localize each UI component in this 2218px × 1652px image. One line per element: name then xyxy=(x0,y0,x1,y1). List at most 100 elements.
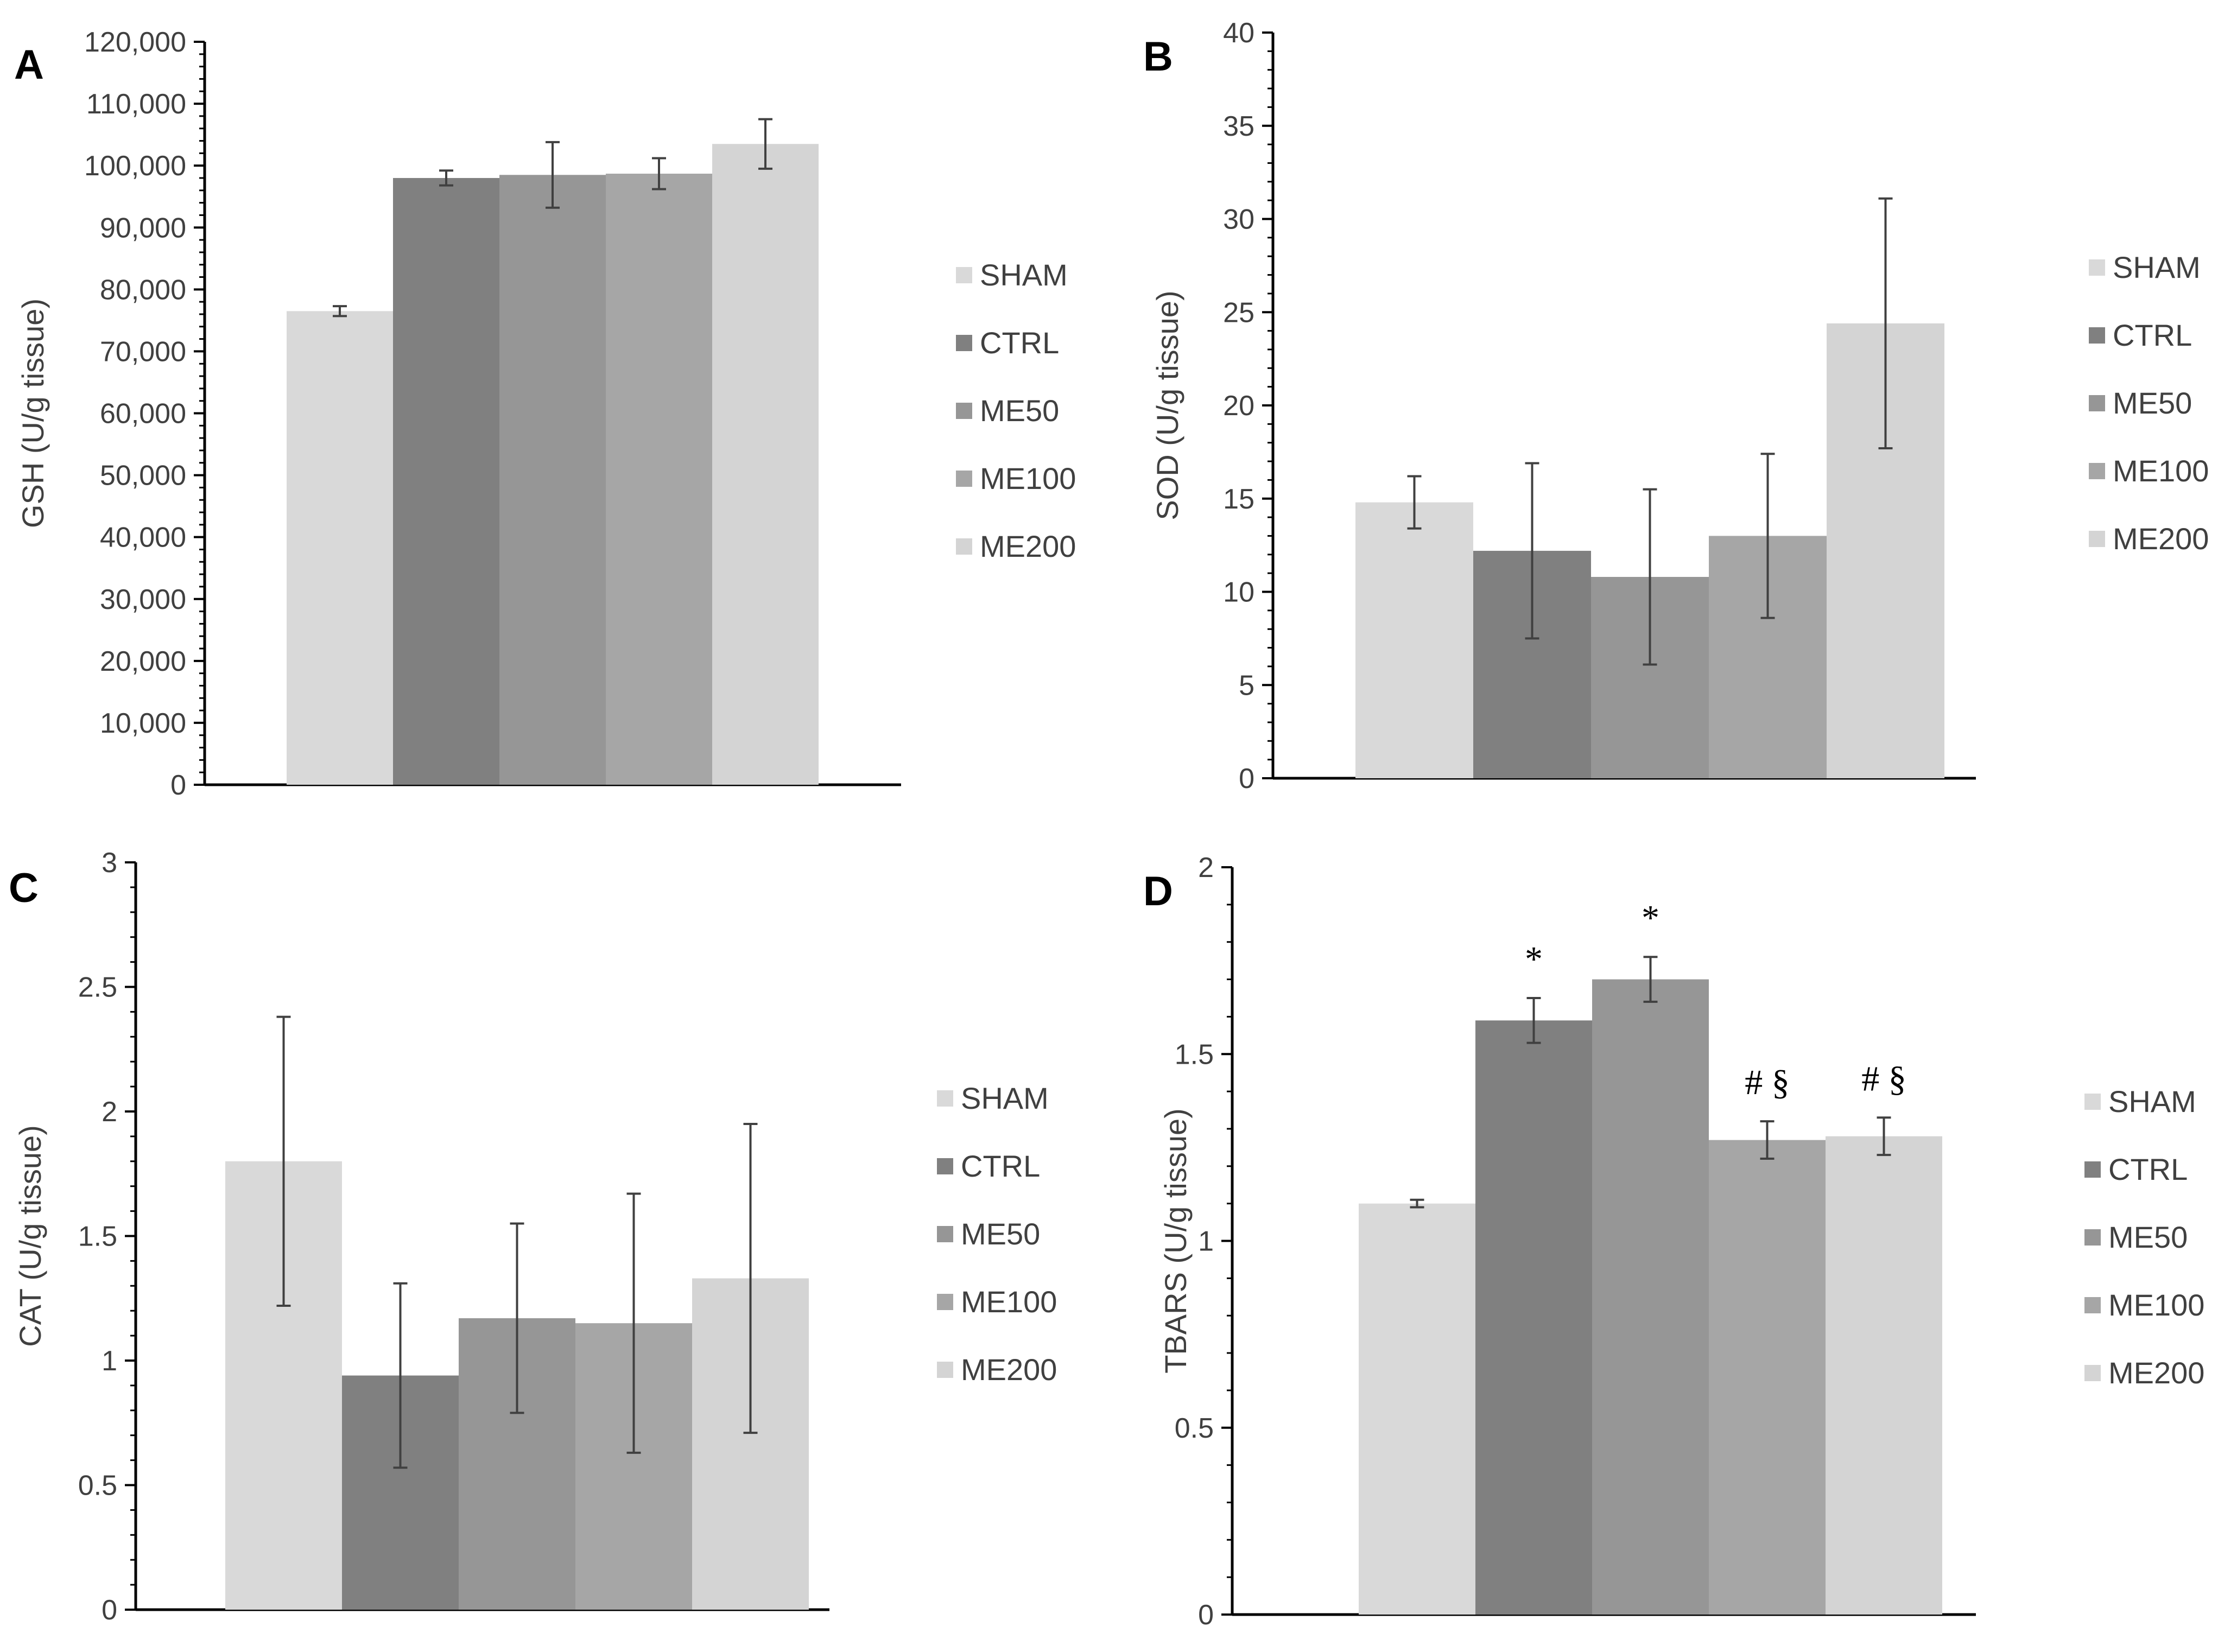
y-tick-label: 3 xyxy=(102,847,117,879)
legend-swatch-sham xyxy=(937,1090,953,1107)
y-tick-label: 1 xyxy=(102,1345,117,1377)
bar-ctrl xyxy=(1475,1020,1592,1615)
legend-label-me100: ME100 xyxy=(2113,454,2209,488)
panel-d: D 0 0.5 1 1.5 2 TBARS (U/g tissue) * * # § # § SHAM… xyxy=(1143,852,2204,1631)
y-tick-label: 0 xyxy=(1239,763,1254,795)
y-axis-label: GSH (U/g tissue) xyxy=(16,298,50,528)
bar-me200 xyxy=(712,144,819,785)
y-tick-label: 2 xyxy=(102,1096,117,1128)
y-tick-label: 40 xyxy=(1223,17,1254,49)
y-tick-label: 110,000 xyxy=(86,88,186,120)
legend-label-me200: ME200 xyxy=(2108,1356,2204,1390)
y-tick-label: 2.5 xyxy=(78,972,117,1003)
legend-label-ctrl: CTRL xyxy=(2108,1152,2188,1186)
y-tick-label: 0 xyxy=(1198,1599,1214,1631)
y-tick-label: 90,000 xyxy=(100,212,186,244)
y-tick-label: 30 xyxy=(1223,204,1254,236)
y-tick-label: 2 xyxy=(1198,852,1214,884)
panel-letter: C xyxy=(9,865,39,911)
legend-swatch-ctrl xyxy=(2084,1161,2101,1178)
y-tick-label: 25 xyxy=(1223,297,1254,328)
y-axis-label: CAT (U/g tissue) xyxy=(13,1125,47,1347)
panel-letter: D xyxy=(1143,868,1173,914)
legend-swatch-me200 xyxy=(2089,531,2105,547)
significance-mark: * xyxy=(1525,939,1543,979)
legend-label-me200: ME200 xyxy=(2113,522,2209,556)
significance-mark: * xyxy=(1642,898,1659,938)
legend-swatch-me200 xyxy=(956,538,972,555)
legend-label-sham: SHAM xyxy=(961,1081,1049,1115)
y-tick-label: 80,000 xyxy=(100,274,186,306)
y-tick-label: 100,000 xyxy=(84,150,186,182)
legend-label-ctrl: CTRL xyxy=(961,1149,1040,1183)
legend-swatch-me100 xyxy=(956,471,972,487)
bar-me200 xyxy=(1826,1136,1942,1615)
bar-ctrl xyxy=(393,177,499,785)
bar-me100 xyxy=(1709,1140,1826,1615)
legend-swatch-ctrl xyxy=(2089,327,2105,344)
y-tick-label: 1.5 xyxy=(78,1221,117,1253)
legend-label-sham: SHAM xyxy=(980,258,1068,292)
legend-swatch-me100 xyxy=(937,1294,953,1310)
legend-swatch-ctrl xyxy=(956,335,972,351)
legend-label-me100: ME100 xyxy=(2108,1288,2204,1322)
bar-me100 xyxy=(606,173,712,785)
y-tick-label: 50,000 xyxy=(100,460,186,492)
y-tick-label: 0 xyxy=(102,1594,117,1626)
panel-a: A 0 10,000 20,000 30,000 40,000 50,000 60,000 70… xyxy=(14,27,1076,801)
y-tick-label: 0.5 xyxy=(78,1470,117,1502)
legend-label-me100: ME100 xyxy=(980,461,1076,495)
y-tick-label: 0.5 xyxy=(1175,1413,1214,1444)
y-tick-label: 20 xyxy=(1223,390,1254,422)
legend-swatch-me50 xyxy=(2084,1229,2101,1246)
y-axis-label: TBARS (U/g tissue) xyxy=(1158,1108,1193,1374)
legend-label-ctrl: CTRL xyxy=(980,326,1059,360)
legend-swatch-me200 xyxy=(2084,1365,2101,1381)
legend-label-me50: ME50 xyxy=(2113,386,2192,420)
legend-swatch-me50 xyxy=(937,1226,953,1242)
bar-sham xyxy=(287,311,393,785)
y-tick-label: 20,000 xyxy=(100,646,186,677)
panel-letter: B xyxy=(1143,34,1173,80)
legend-label-me50: ME50 xyxy=(980,393,1059,428)
legend-label-ctrl: CTRL xyxy=(2113,318,2192,352)
y-tick-label: 10 xyxy=(1223,577,1254,608)
legend-swatch-me50 xyxy=(956,403,972,419)
legend-swatch-me100 xyxy=(2089,463,2105,479)
y-tick-label: 35 xyxy=(1223,111,1254,142)
y-tick-label: 5 xyxy=(1239,670,1254,701)
legend-label-me50: ME50 xyxy=(2108,1220,2188,1254)
legend-label-me50: ME50 xyxy=(961,1217,1040,1251)
significance-mark: # § xyxy=(1745,1063,1790,1102)
y-tick-label: 70,000 xyxy=(100,336,186,367)
panel-b: B 0 5 10 15 20 25 30 35 40 SOD (U/g tissue) SHAM CTR… xyxy=(1143,17,2209,795)
bar-me50 xyxy=(1592,979,1709,1615)
legend-swatch-me50 xyxy=(2089,395,2105,411)
legend-label-me100: ME100 xyxy=(961,1285,1057,1319)
y-tick-label: 30,000 xyxy=(100,584,186,615)
legend-swatch-sham xyxy=(956,267,972,283)
y-tick-label: 120,000 xyxy=(84,27,186,58)
legend-label-sham: SHAM xyxy=(2108,1084,2196,1119)
bar-me50 xyxy=(499,175,606,785)
y-tick-label: 40,000 xyxy=(100,522,186,554)
bar-sham xyxy=(1359,1203,1475,1615)
legend-swatch-me100 xyxy=(2084,1297,2101,1313)
y-tick-label: 1 xyxy=(1198,1226,1214,1257)
legend-label-me200: ME200 xyxy=(980,529,1076,563)
legend-swatch-me200 xyxy=(937,1362,953,1378)
bar-sham xyxy=(1355,502,1473,778)
legend-label-sham: SHAM xyxy=(2113,250,2201,284)
y-axis-label: SOD (U/g tissue) xyxy=(1150,290,1184,520)
y-tick-label: 0 xyxy=(170,770,186,801)
legend-swatch-sham xyxy=(2089,259,2105,276)
significance-mark: # § xyxy=(1861,1059,1906,1098)
y-tick-label: 1.5 xyxy=(1175,1039,1214,1070)
y-tick-label: 60,000 xyxy=(100,398,186,430)
panel-letter: A xyxy=(14,42,44,88)
legend-label-me200: ME200 xyxy=(961,1352,1057,1387)
panel-c: C 0 0.5 1 1.5 2 2.5 3 CAT (U/g tissue) SHAM CTRL ME… xyxy=(9,847,1057,1626)
y-tick-label: 10,000 xyxy=(100,708,186,739)
legend-swatch-ctrl xyxy=(937,1158,953,1174)
